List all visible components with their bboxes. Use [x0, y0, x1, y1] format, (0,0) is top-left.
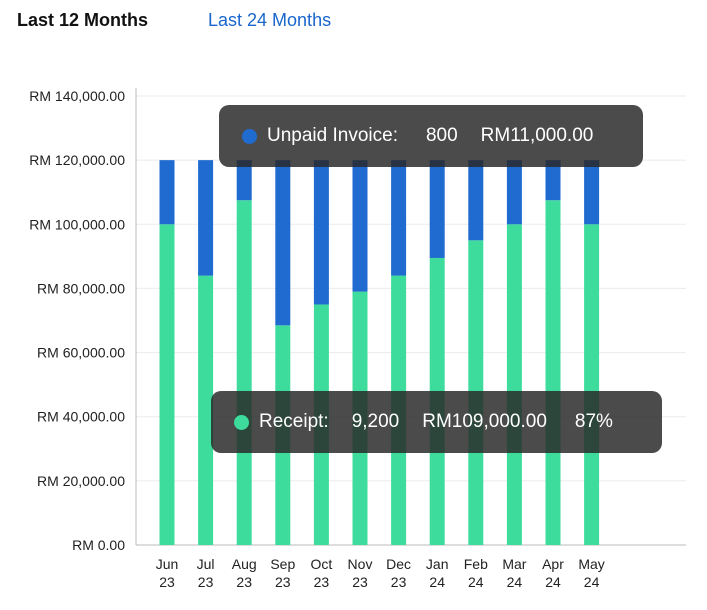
unpaid-invoice-bar	[236, 160, 252, 201]
unpaid-invoice-bar	[584, 160, 600, 225]
unpaid-invoice-legend-dot	[242, 128, 257, 144]
x-tick-label-year: 23	[275, 574, 291, 590]
unpaid-invoice-bar	[391, 160, 407, 276]
tab-last-24-months[interactable]: Last 24 Months	[208, 10, 332, 30]
x-tick-label-month: Jun	[156, 556, 179, 572]
receipt-bar	[506, 224, 522, 546]
x-tick-label-month: Apr	[542, 556, 564, 572]
x-tick-label-year: 23	[159, 574, 175, 590]
x-tick-label-year: 24	[507, 574, 523, 590]
x-tick-label-year: 23	[314, 574, 330, 590]
tooltip-receipt-count: 9,200	[351, 411, 400, 432]
unpaid-invoice-bar	[506, 160, 522, 225]
y-tick-label: RM 140,000.00	[29, 88, 125, 104]
tooltip-receipt: Receipt: 9,200 RM109,000.00 87%	[211, 391, 662, 453]
x-tick-label-year: 23	[352, 574, 368, 590]
x-tick-label-month: Nov	[348, 556, 373, 572]
tab-last-12-months[interactable]: Last 12 Months	[17, 10, 149, 30]
x-tick-label-year: 24	[468, 574, 484, 590]
x-tick-label-month: Jan	[426, 556, 449, 572]
x-tick-label-month: Mar	[502, 556, 526, 572]
x-tick-label-year: 24	[584, 574, 600, 590]
x-tick-label-month: Feb	[464, 556, 488, 572]
receipt-bar	[159, 224, 175, 546]
x-tick-label-month: Dec	[386, 556, 411, 572]
x-tick-label-month: Sep	[270, 556, 295, 572]
y-tick-label: RM 20,000.00	[37, 473, 125, 489]
y-tick-label: RM 0.00	[72, 537, 125, 553]
y-tick-label: RM 80,000.00	[37, 280, 125, 296]
receipt-legend-dot	[234, 414, 249, 430]
x-tick-label-month: Aug	[232, 556, 257, 572]
tooltip-unpaid-label: Unpaid Invoice:	[267, 125, 398, 146]
unpaid-invoice-bar	[198, 160, 214, 276]
unpaid-invoice-bar	[313, 160, 329, 305]
tooltip-receipt-amount: RM109,000.00	[422, 411, 547, 432]
unpaid-invoice-bar	[545, 160, 561, 201]
y-tick-label: RM 120,000.00	[29, 152, 125, 168]
receipt-bar	[198, 275, 214, 545]
y-tick-label: RM 100,000.00	[29, 216, 125, 232]
unpaid-invoice-bar	[468, 160, 484, 241]
tooltip-receipt-label: Receipt:	[259, 411, 329, 432]
x-tick-label-year: 23	[198, 574, 214, 590]
x-tick-label-year: 24	[429, 574, 445, 590]
y-tick-label: RM 40,000.00	[37, 409, 125, 425]
x-tick-label-year: 23	[236, 574, 252, 590]
tooltip-unpaid-count: 800	[425, 125, 458, 146]
x-tick-label-month: May	[578, 556, 604, 572]
x-tick-label-year: 23	[391, 574, 407, 590]
unpaid-invoice-bar	[159, 160, 175, 225]
receipt-bar	[584, 224, 600, 546]
receipt-bar	[545, 200, 561, 545]
unpaid-invoice-bar	[275, 160, 291, 326]
unpaid-invoice-bar	[429, 160, 445, 258]
tooltip-receipt-percent: 87%	[574, 411, 613, 432]
x-tick-label-month: Jul	[197, 556, 215, 572]
tooltip-unpaid-invoice: Unpaid Invoice: 800 RM11,000.00	[219, 105, 643, 167]
tooltip-unpaid-amount: RM11,000.00	[480, 125, 594, 146]
x-tick-label-year: 24	[545, 574, 561, 590]
unpaid-invoice-bar	[352, 160, 368, 292]
x-tick-label-month: Oct	[311, 556, 333, 572]
y-tick-label: RM 60,000.00	[37, 345, 125, 361]
receipt-bar	[236, 200, 252, 545]
